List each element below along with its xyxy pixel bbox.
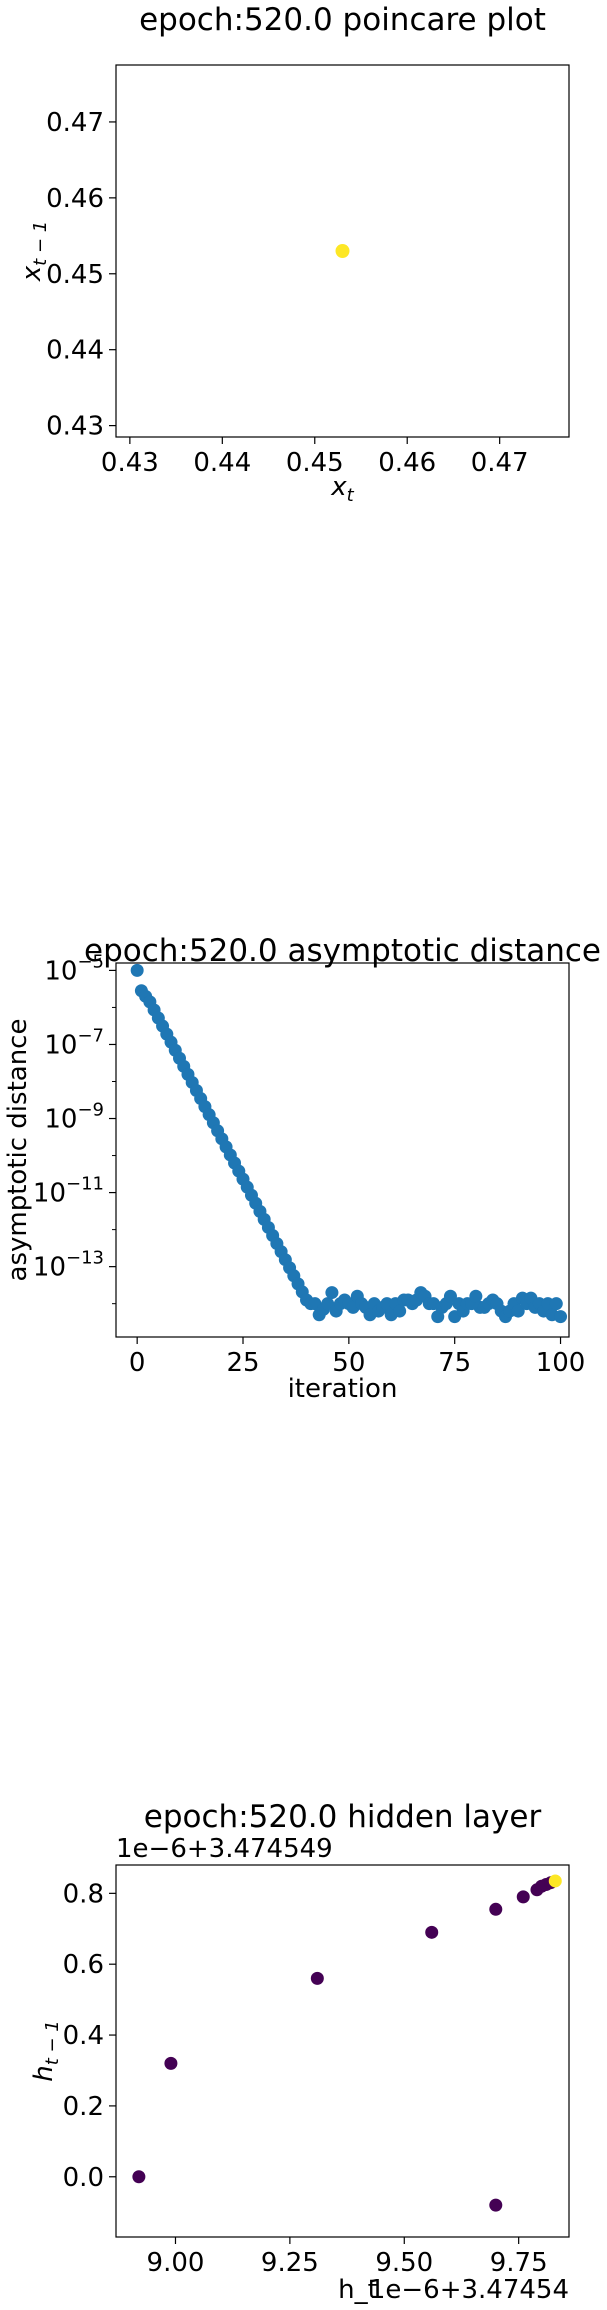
y-tick-label: 0.8 bbox=[63, 1879, 104, 1909]
x-tick-label: 0 bbox=[129, 1348, 146, 1378]
y-tick-label: 0.2 bbox=[63, 2092, 104, 2122]
data-point bbox=[443, 1289, 457, 1303]
y-tick-label: 0.4 bbox=[63, 2021, 104, 2051]
y-tick-label: 0.47 bbox=[46, 108, 104, 138]
y-tick-exponent: −11 bbox=[66, 1174, 104, 1195]
data-point bbox=[489, 1902, 503, 1916]
y-tick-label: 0.6 bbox=[63, 1950, 104, 1980]
x-tick-label: 50 bbox=[332, 1348, 365, 1378]
data-point bbox=[325, 1286, 339, 1300]
y-tick-label: 10−7 bbox=[44, 1025, 104, 1060]
plot-frame bbox=[115, 1864, 570, 2238]
x-tick-label: 9.50 bbox=[375, 2248, 433, 2278]
data-point bbox=[132, 2170, 146, 2184]
x-offset-label: 1e−6+3.47454 bbox=[369, 2275, 569, 2305]
poincare-chart: epoch:520.0 poincare plot 0.43 0.44 0.45 0.4… bbox=[17, 2, 570, 506]
data-point bbox=[554, 1310, 568, 1324]
y-tick-label: 0.0 bbox=[63, 2163, 104, 2193]
y-axis-label: ht − 1 bbox=[29, 2020, 63, 2082]
x-tick-label: 9.75 bbox=[490, 2248, 548, 2278]
plot-frame bbox=[115, 64, 570, 438]
y-axis-label-main: h bbox=[29, 2065, 59, 2081]
x-axis-label: xt bbox=[330, 472, 354, 506]
data-point bbox=[321, 1297, 335, 1311]
y-tick-base: 10 bbox=[33, 1253, 66, 1283]
x-tick-label: 100 bbox=[536, 1348, 586, 1378]
data-point bbox=[335, 244, 350, 258]
data-point bbox=[164, 2056, 178, 2070]
y-tick-label: 0.45 bbox=[46, 260, 104, 290]
data-point bbox=[393, 1304, 407, 1318]
chart-title: epoch:520.0 hidden layer bbox=[144, 1799, 542, 1835]
y-tick-label: 10−9 bbox=[44, 1100, 104, 1135]
data-point bbox=[425, 1925, 439, 1939]
y-tick-exponent: −9 bbox=[77, 1100, 104, 1121]
y-tick-base: 10 bbox=[44, 956, 77, 986]
x-tick-label: 0.43 bbox=[101, 448, 159, 478]
y-offset-label: 1e−6+3.474549 bbox=[116, 1834, 333, 1864]
x-tick-label: 0.46 bbox=[378, 448, 436, 478]
y-axis-label-sub: t − 1 bbox=[42, 2020, 63, 2065]
x-tick-label: 25 bbox=[226, 1348, 259, 1378]
data-point bbox=[489, 2198, 503, 2212]
y-tick-label: 0.46 bbox=[46, 184, 104, 214]
data-point bbox=[511, 1304, 525, 1318]
x-axis-label: h_t bbox=[338, 2275, 378, 2305]
y-tick-label: 10−13 bbox=[33, 1248, 104, 1283]
x-tick-label: 0.44 bbox=[193, 448, 251, 478]
data-point bbox=[548, 1874, 562, 1888]
y-tick-label: 10−11 bbox=[33, 1174, 104, 1209]
y-tick-base: 10 bbox=[33, 1179, 66, 1209]
data-point bbox=[549, 1297, 563, 1311]
x-axis-label-main: x bbox=[330, 472, 347, 502]
y-axis-label-main: x bbox=[17, 265, 47, 282]
y-tick-label: 0.44 bbox=[46, 336, 104, 366]
y-axis-label-sub: t − 1 bbox=[30, 221, 51, 266]
y-tick-base: 10 bbox=[44, 1105, 77, 1135]
data-point bbox=[130, 963, 144, 977]
x-tick-label: 9.00 bbox=[147, 2248, 205, 2278]
y-axis-label: xt − 1 bbox=[17, 221, 51, 282]
x-axis-label: iteration bbox=[288, 1374, 398, 1404]
y-axis-label: asymptotic distance bbox=[3, 1019, 33, 1282]
y-tick-label: 10−5 bbox=[44, 951, 104, 986]
y-tick-exponent: −7 bbox=[77, 1025, 104, 1046]
chart-title: epoch:520.0 poincare plot bbox=[139, 2, 546, 38]
x-tick-label: 75 bbox=[438, 1348, 471, 1378]
plot-frame bbox=[115, 962, 570, 1338]
y-tick-exponent: −13 bbox=[66, 1248, 104, 1269]
x-tick-label: 0.47 bbox=[471, 448, 529, 478]
y-tick-label: 0.43 bbox=[46, 412, 104, 442]
x-tick-label: 0.45 bbox=[286, 448, 344, 478]
x-axis-label-sub: t bbox=[347, 485, 355, 506]
x-tick-label: 9.25 bbox=[261, 2248, 319, 2278]
data-point bbox=[516, 1890, 530, 1904]
data-point bbox=[310, 1971, 324, 1985]
y-tick-base: 10 bbox=[44, 1030, 77, 1060]
y-tick-exponent: −5 bbox=[77, 951, 104, 972]
data-point bbox=[469, 1289, 483, 1303]
